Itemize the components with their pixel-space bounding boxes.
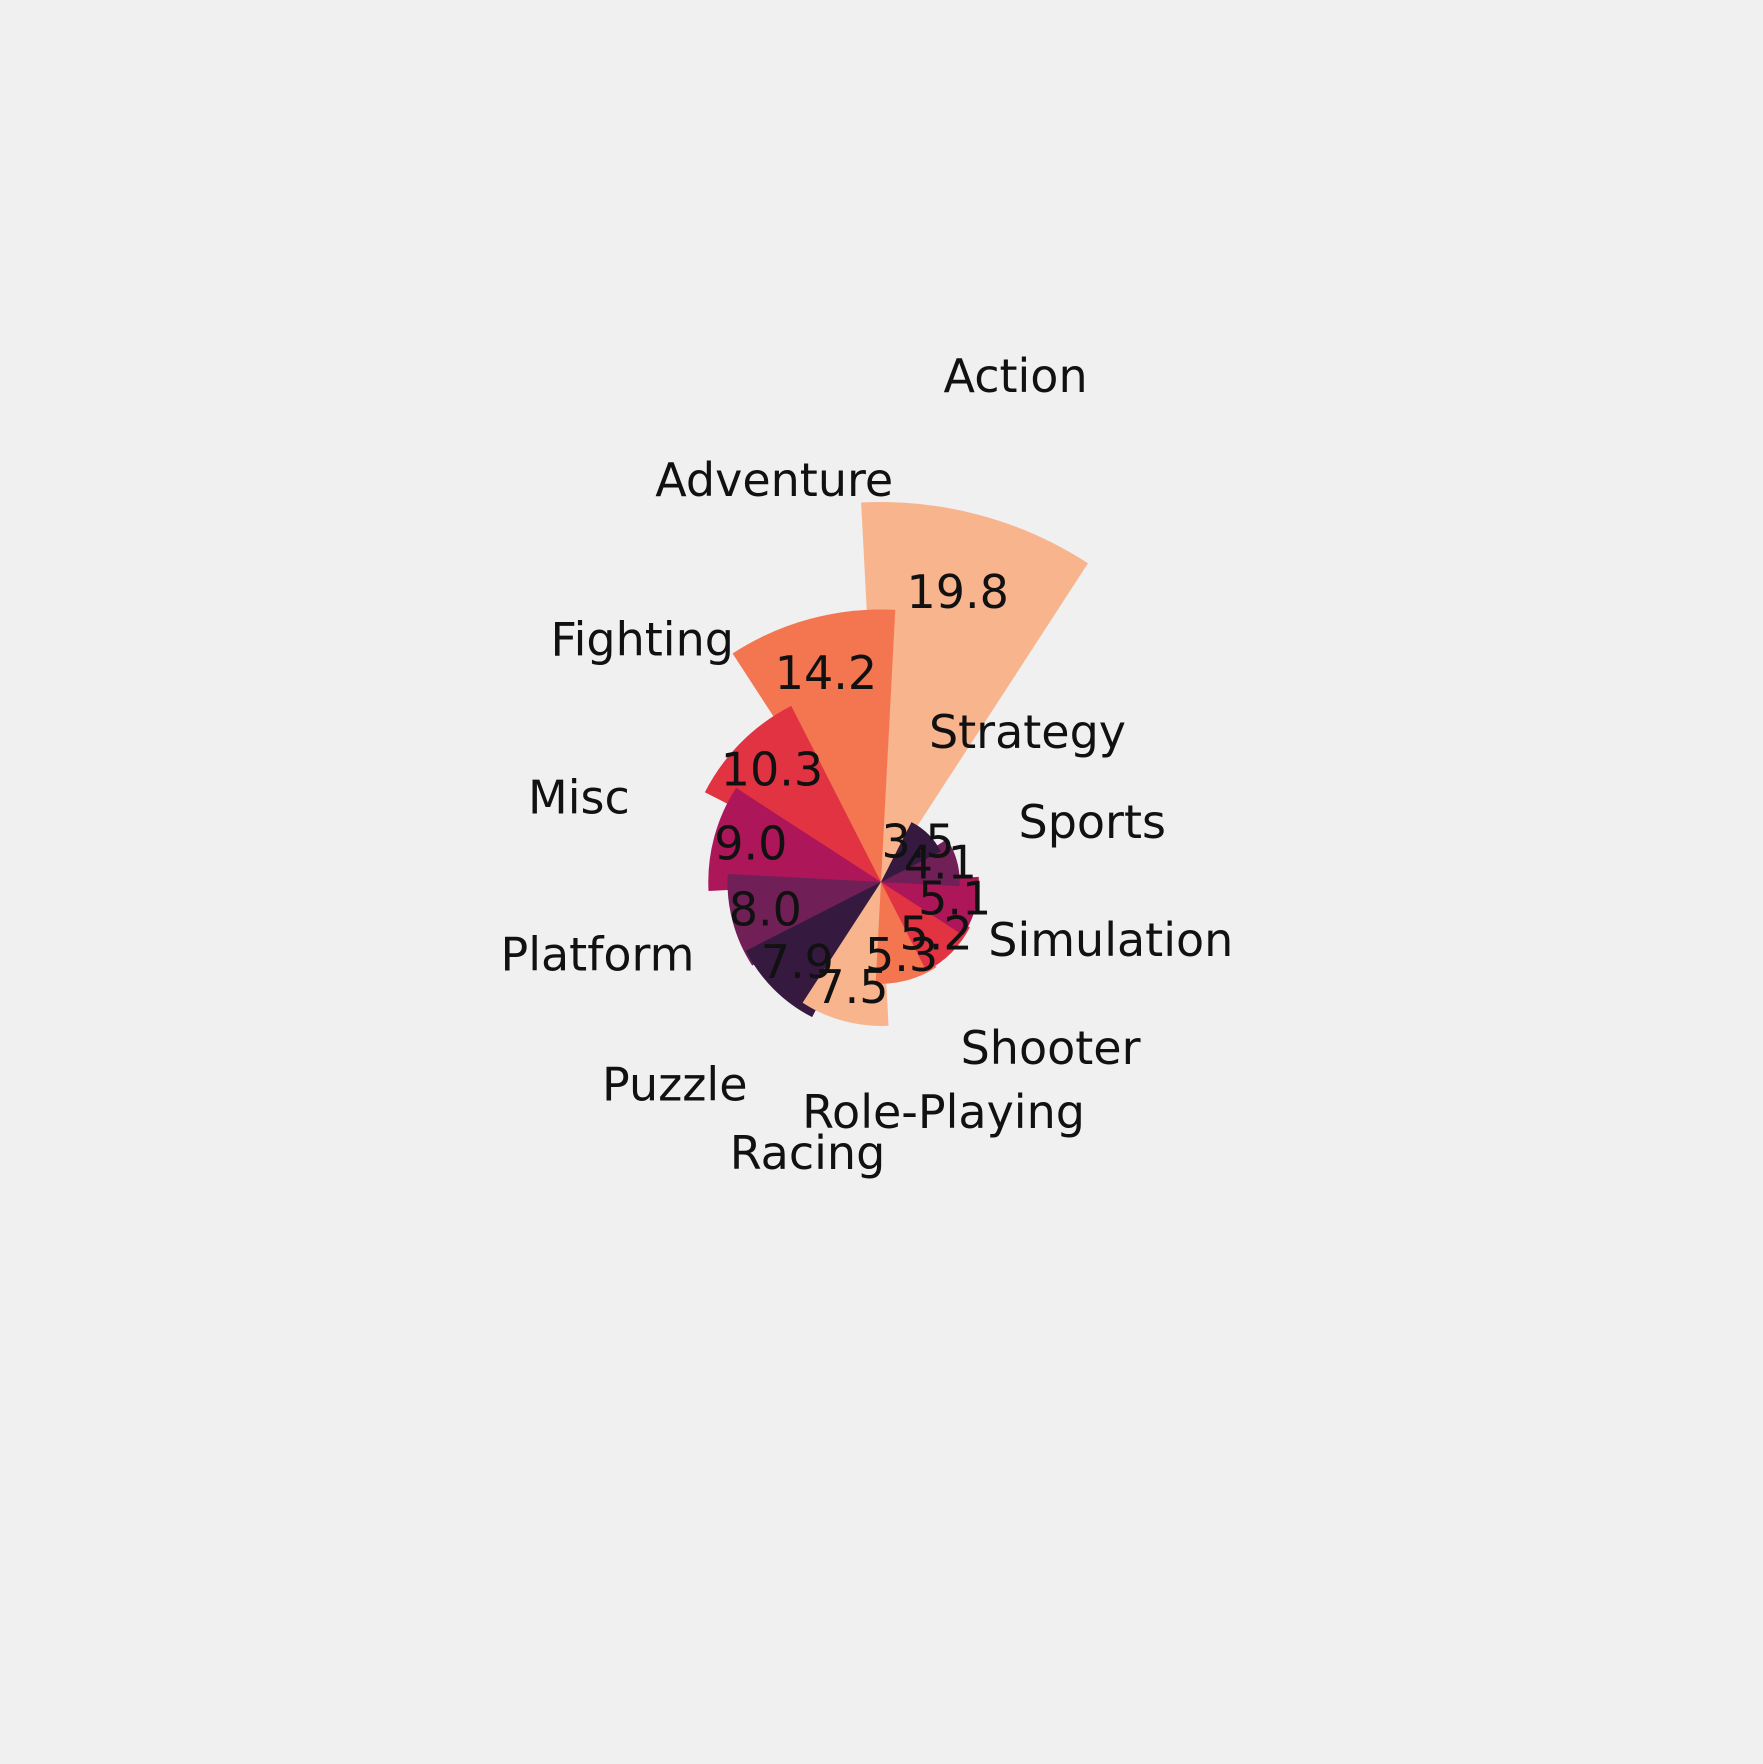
value-label-adventure: 14.2 (775, 646, 877, 700)
category-labels-group: Action Adventure Fighting Misc Platform Puzzl… (500, 349, 1233, 1180)
value-label-puzzle: 7.9 (761, 935, 834, 989)
value-label-platform: 8.0 (729, 882, 802, 936)
category-label-role-playing: Role-Playing (802, 1085, 1085, 1139)
category-label-racing: Racing (730, 1126, 886, 1180)
category-label-fighting: Fighting (551, 613, 734, 667)
bars-group (704, 502, 1088, 1026)
value-labels-group: 19.8 14.2 10.3 9.0 8.07.97.55.35.25.14.13.5 (714, 565, 1009, 1014)
value-label-misc: 9.0 (714, 817, 787, 871)
bar-adventure (732, 609, 896, 882)
category-label-action: Action (944, 349, 1088, 403)
value-label-simulation: 5.1 (918, 871, 991, 925)
value-label-sports: 4.1 (904, 836, 977, 890)
value-label-fighting: 10.3 (721, 742, 823, 796)
bar-shooter (881, 882, 970, 971)
bar-strategy (881, 822, 941, 882)
value-label-shooter: 5.2 (899, 907, 972, 961)
value-label-action: 19.8 (907, 565, 1009, 619)
bar-racing (802, 882, 889, 1026)
value-label-role-playing: 5.3 (865, 928, 938, 982)
category-label-strategy: Strategy (929, 705, 1126, 759)
category-label-adventure: Adventure (655, 453, 893, 507)
bar-action (861, 502, 1088, 882)
category-label-sports: Sports (1019, 795, 1166, 849)
bar-simulation (881, 876, 979, 936)
bar-misc (708, 787, 881, 892)
value-label-racing: 7.5 (815, 960, 888, 1014)
category-label-platform: Platform (500, 927, 694, 981)
category-label-puzzle: Puzzle (602, 1058, 747, 1112)
bar-fighting (704, 705, 881, 882)
category-label-misc: Misc (528, 771, 630, 825)
category-label-shooter: Shooter (961, 1021, 1141, 1075)
bar-puzzle (745, 882, 881, 1018)
value-label-strategy: 3.5 (881, 814, 954, 868)
category-label-simulation: Simulation (988, 913, 1233, 967)
